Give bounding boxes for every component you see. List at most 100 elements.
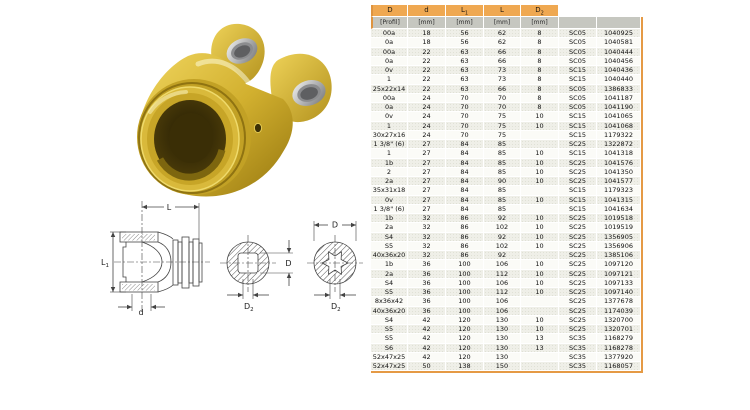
table-cell: 00a: [371, 29, 408, 39]
table-cell: 36: [408, 260, 446, 270]
table-cell: 150: [484, 362, 521, 372]
table-cell: 1b: [371, 260, 408, 270]
table-cell: 85: [484, 140, 521, 150]
table-cell: SC25: [559, 269, 597, 279]
column-unit: [597, 17, 641, 29]
table-cell: 73: [484, 75, 521, 85]
table-cell: 50: [408, 362, 446, 372]
table-cell: SC05: [559, 47, 597, 57]
table-cell: 1097121: [597, 269, 641, 279]
table-row: 0a 18 56 62 8 SC05 1040581: [371, 38, 641, 48]
table-cell: 0v: [371, 66, 408, 76]
table-cell: 1385106: [597, 251, 641, 261]
table-row: 52x47x25 50 138 150 SC35 1168057: [371, 362, 641, 372]
table-cell: 84: [446, 204, 484, 214]
table-cell: 1041576: [597, 158, 641, 168]
table-cell: 106: [484, 278, 521, 288]
table-cell: 10: [521, 214, 559, 224]
table-cell: 35x31x18: [371, 186, 408, 196]
table-cell: 27: [408, 140, 446, 150]
table-cell: SC15: [559, 121, 597, 131]
table-row: S5 36 100 112 10 SC25 1097140: [371, 288, 641, 298]
dim-label-D2-spline: D2: [331, 302, 341, 313]
table-cell: 84: [446, 195, 484, 205]
table-cell: 27: [408, 204, 446, 214]
table-cell: 10: [521, 269, 559, 279]
table-cell: 0a: [371, 103, 408, 113]
table-cell: 70: [484, 103, 521, 113]
table-cell: SC25: [559, 315, 597, 325]
table-cell: S5: [371, 325, 408, 335]
table-cell: 27: [408, 177, 446, 187]
table-cell: 63: [446, 66, 484, 76]
table-cell: 1019519: [597, 223, 641, 233]
table-cell: SC15: [559, 66, 597, 76]
column-header: d: [408, 5, 446, 17]
table-cell: 0v: [371, 112, 408, 122]
table-cell: SC15: [559, 195, 597, 205]
table-cell: 70: [446, 130, 484, 140]
table-cell: 85: [484, 186, 521, 196]
table-cell: 1168279: [597, 334, 641, 344]
column-header: L1: [446, 5, 484, 17]
table-cell: SC15: [559, 204, 597, 214]
column-header: [597, 5, 641, 17]
grease-hole: [253, 122, 263, 134]
bearing-bore-right: [292, 80, 326, 106]
column-unit: [mm]: [484, 17, 521, 29]
table-cell: SC05: [559, 93, 597, 103]
table-row: S5 42 120 130 13 SC35 1168279: [371, 334, 641, 344]
table-cell: 66: [484, 84, 521, 94]
table-cell: 84: [446, 158, 484, 168]
table-cell: 86: [446, 232, 484, 242]
table-cell: 10: [521, 149, 559, 159]
table-row: 52x47x25 42 120 130 SC35 1377920: [371, 352, 641, 362]
table-cell: SC15: [559, 75, 597, 85]
table-cell: 86: [446, 241, 484, 251]
table-row: 2a 27 84 90 10 SC25 1041577: [371, 177, 641, 187]
table-cell: [521, 204, 559, 214]
table-cell: 8x36x42: [371, 297, 408, 307]
table-cell: 86: [446, 214, 484, 224]
table-cell: [521, 251, 559, 261]
table-cell: 84: [446, 167, 484, 177]
table-cell: 130: [484, 352, 521, 362]
table-row: 1b 27 84 85 10 SC25 1041576: [371, 158, 641, 168]
table-cell: S5: [371, 334, 408, 344]
table-cell: 130: [484, 315, 521, 325]
table-cell: 1041190: [597, 103, 641, 113]
table-cell: 8: [521, 66, 559, 76]
table-cell: 130: [484, 325, 521, 335]
dim-label-D-square: D: [285, 259, 291, 268]
table-cell: SC25: [559, 167, 597, 177]
table-cell: 10: [521, 223, 559, 233]
table-cell: SC35: [559, 334, 597, 344]
table-cell: 27: [408, 195, 446, 205]
table-cell: 1179322: [597, 130, 641, 140]
table-row: 0v 27 84 85 10 SC15 1041315: [371, 195, 641, 205]
table-row: 1 27 84 85 10 SC15 1041318: [371, 149, 641, 159]
table-cell: 10: [521, 195, 559, 205]
table-cell: [521, 140, 559, 150]
table-cell: 10: [521, 232, 559, 242]
table-cell: 1041318: [597, 149, 641, 159]
table-cell: [521, 186, 559, 196]
table-cell: 8: [521, 103, 559, 113]
table-cell: 92: [484, 232, 521, 242]
cross-section-spline-bore: [307, 221, 363, 299]
table-cell: 10: [521, 158, 559, 168]
table-cell: SC15: [559, 186, 597, 196]
table-cell: 92: [484, 214, 521, 224]
table-cell: 1041634: [597, 204, 641, 214]
table-cell: 32: [408, 223, 446, 233]
table-cell: SC35: [559, 362, 597, 372]
table-cell: 70: [446, 93, 484, 103]
table-right-border: [641, 17, 643, 374]
table-row: 1 22 63 73 8 SC15 1040440: [371, 75, 641, 85]
table-cell: [521, 130, 559, 140]
column-header: D2: [521, 5, 559, 17]
table-cell: 1b: [371, 214, 408, 224]
dim-label-d: d: [138, 308, 143, 317]
table-cell: 40x36x20: [371, 251, 408, 261]
